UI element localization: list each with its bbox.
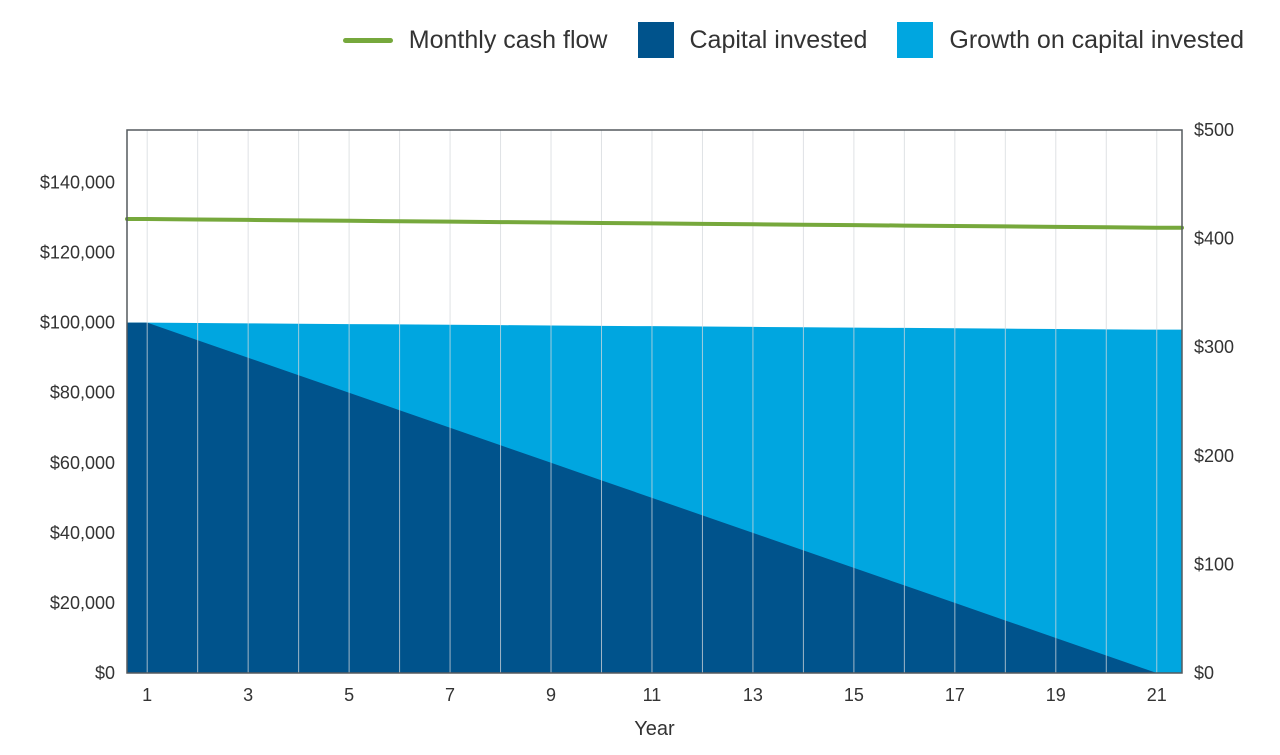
legend-item-monthly-cash-flow: Monthly cash flow [342, 25, 608, 55]
y-tick-label: $120,000 [40, 243, 115, 263]
x-tick-label: 17 [945, 685, 965, 705]
y2-tick-label: $300 [1194, 337, 1234, 357]
legend-label-monthly-cash-flow: Monthly cash flow [408, 25, 608, 54]
y2-tick-label: $200 [1194, 446, 1234, 466]
area-capital-invested [127, 322, 1182, 673]
chart-legend: Monthly cash flow Capital invested Growt… [313, 22, 1244, 58]
legend-swatch-capital-invested [637, 22, 674, 58]
plot-frame [126, 129, 1183, 674]
y-tick-label: $60,000 [50, 453, 115, 473]
y2-tick-label: $100 [1194, 554, 1234, 574]
x-tick-label: 11 [643, 685, 662, 705]
line-monthly-cash-flow [125, 217, 1184, 230]
x-tick-label: 13 [743, 685, 763, 705]
legend-item-capital-invested: Capital invested [637, 22, 868, 58]
y-tick-label: $80,000 [50, 383, 115, 403]
y2-tick-label: $500 [1194, 120, 1234, 140]
y-tick-label: $0 [95, 663, 115, 683]
x-tick-label: 3 [243, 685, 253, 705]
legend-line-marker [342, 37, 393, 43]
x-tick-label: 21 [1147, 685, 1167, 705]
y-tick-label: $100,000 [40, 313, 115, 333]
x-tick-label: 1 [142, 685, 152, 705]
x-axis-title: Year [634, 718, 675, 740]
legend-item-growth: Growth on capital invested [897, 22, 1244, 58]
legend-label-growth: Growth on capital invested [949, 25, 1244, 54]
x-tick-label: 9 [546, 685, 556, 705]
y2-tick-label: $400 [1194, 229, 1234, 249]
y-tick-label: $40,000 [50, 523, 115, 543]
legend-swatch-growth [897, 22, 934, 58]
x-tick-label: 7 [445, 685, 455, 705]
x-tick-label: 5 [344, 685, 354, 705]
y-tick-label: $20,000 [50, 593, 115, 613]
legend-label-capital-invested: Capital invested [689, 25, 868, 54]
y2-tick-label: $0 [1194, 663, 1214, 683]
x-tick-label: 15 [844, 685, 864, 705]
y-tick-label: $140,000 [40, 173, 115, 193]
x-tick-label: 19 [1046, 685, 1066, 705]
